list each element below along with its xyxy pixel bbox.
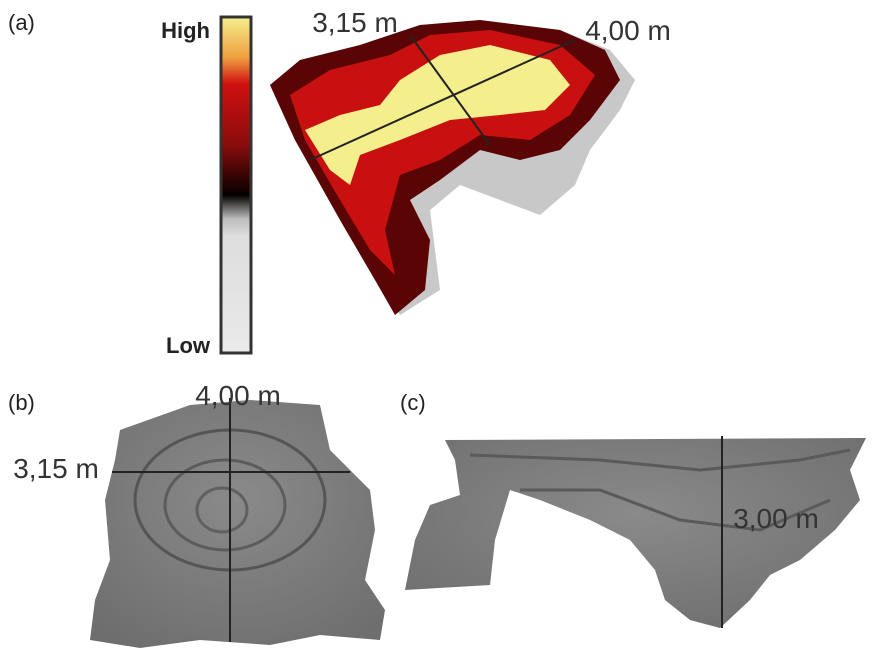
colorbar-low: Low — [166, 333, 211, 358]
panel-label: (c) — [400, 390, 426, 415]
dimension-label: 3,15 m — [13, 453, 99, 484]
colorbar-high: High — [161, 18, 210, 43]
dimension-label: 4,00 m — [585, 15, 671, 46]
colorbar — [221, 17, 251, 353]
panel-label: (a) — [8, 10, 35, 35]
figure: (a) High Low 3,15 m 4,00 m (b) 4,00 m 3,… — [0, 0, 872, 653]
dimension-label: 3,15 m — [312, 7, 398, 38]
dimension-label: 3,00 m — [733, 503, 819, 534]
dimension-label: 4,00 m — [195, 380, 281, 411]
heatmap — [270, 20, 635, 315]
mesh-top-view — [90, 398, 385, 648]
panel-label: (b) — [8, 390, 35, 415]
